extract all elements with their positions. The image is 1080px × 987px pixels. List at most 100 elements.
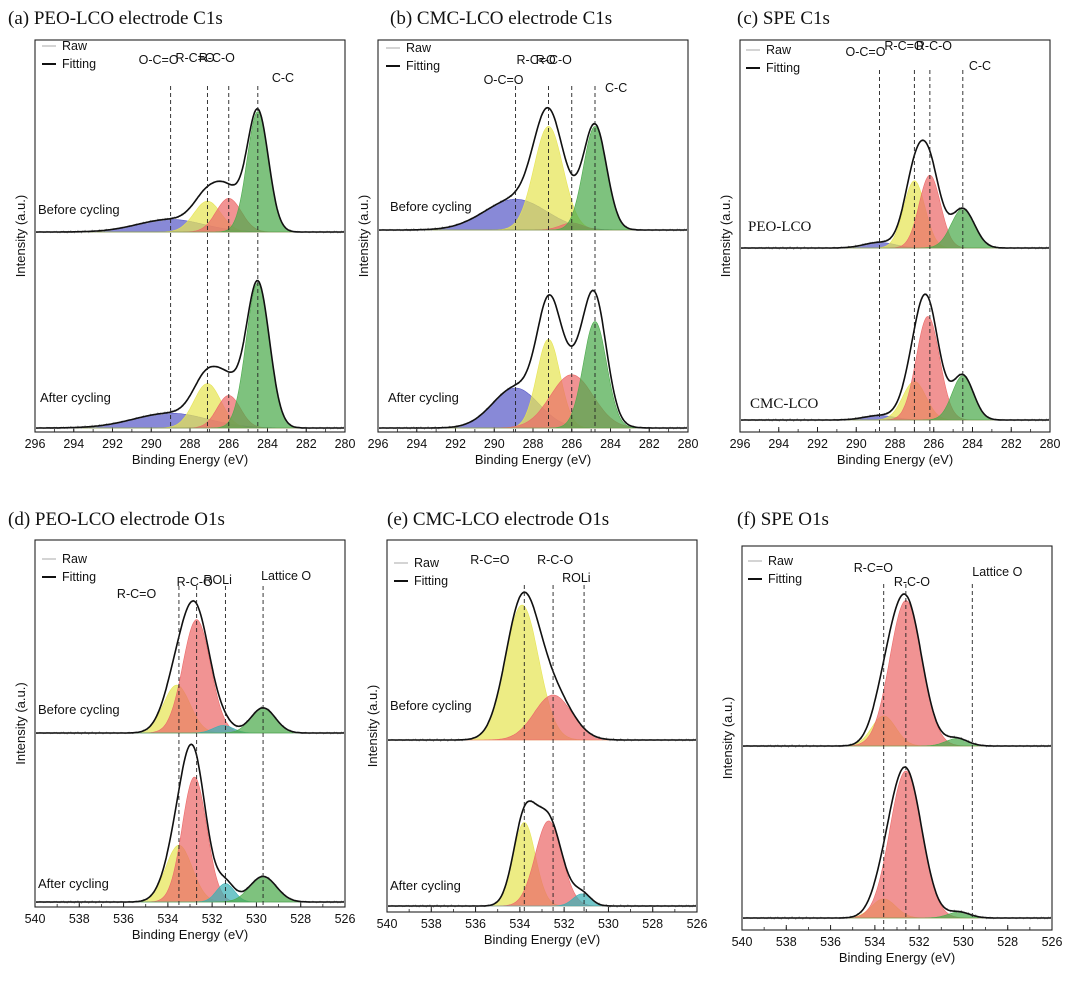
x-tick-label: 284	[600, 437, 621, 451]
legend-fitting-label: Fitting	[766, 61, 800, 75]
marker-label: R-C=O	[175, 51, 215, 65]
marker-label: C-C	[605, 81, 627, 95]
marker-label: R-C=O	[517, 53, 557, 67]
x-tick-label: 288	[885, 437, 906, 451]
x-tick-label: 540	[377, 917, 398, 931]
x-tick-label: 528	[642, 917, 663, 931]
x-tick-label: 530	[246, 912, 267, 926]
series-label: After cycling	[40, 390, 111, 405]
x-tick-label: 526	[687, 917, 708, 931]
x-tick-label: 538	[776, 935, 797, 949]
marker-label: O-C=O	[484, 73, 524, 87]
x-tick-label: 526	[1042, 935, 1063, 949]
x-tick-label: 294	[406, 437, 427, 451]
x-tick-label: 296	[730, 437, 751, 451]
x-tick-label: 532	[554, 917, 575, 931]
marker-label: O-C=O	[846, 45, 886, 59]
fitting-curve-s0	[36, 108, 344, 233]
x-tick-label: 280	[1040, 437, 1061, 451]
x-tick-label: 294	[63, 437, 84, 451]
x-tick-label: 528	[997, 935, 1018, 949]
fitting-curve-s0	[743, 593, 1051, 747]
legend-fitting-label: Fitting	[62, 570, 96, 584]
x-tick-label: 286	[218, 437, 239, 451]
x-tick-label: 536	[820, 935, 841, 949]
x-tick-label: 536	[465, 917, 486, 931]
y-axis-label: Intensity (a.u.)	[365, 685, 380, 767]
marker-label: R-C=O	[470, 553, 510, 567]
marker-label: O-C=O	[139, 53, 179, 67]
x-tick-label: 540	[25, 912, 46, 926]
plot-area	[388, 590, 696, 909]
x-tick-label: 528	[290, 912, 311, 926]
plot-area	[379, 106, 687, 430]
chart-panel-3: (d) PEO-LCO electrode O1s 540 538 536 534 532…	[8, 509, 355, 942]
x-tick-label: 288	[523, 437, 544, 451]
marker-label: R-C=O	[884, 39, 924, 53]
fitting-curve-s0	[388, 591, 696, 741]
peak-r-c-o-s0	[741, 180, 1049, 249]
x-tick-label: 286	[561, 437, 582, 451]
axes-frame	[377, 39, 689, 433]
marker-label: R-C-O	[894, 575, 930, 589]
x-tick-label: 530	[598, 917, 619, 931]
plot-area	[36, 107, 344, 430]
marker-label: R-C=O	[854, 561, 894, 575]
chart-panel-0: (a) PEO-LCO electrode C1s 296 294 292 290 288…	[8, 8, 355, 467]
series-label: Before cycling	[38, 702, 120, 717]
series-label: Before cycling	[390, 698, 472, 713]
y-axis-label: Intensity (a.u.)	[356, 195, 371, 277]
panel-title: (d) PEO-LCO electrode O1s	[8, 509, 225, 530]
legend-raw-label: Raw	[62, 552, 88, 566]
chart-panel-1: (b) CMC-LCO electrode C1s 296 294 292 290 288…	[356, 8, 698, 467]
x-tick-label: 294	[768, 437, 789, 451]
fitting-curve-s1	[743, 766, 1051, 919]
legend-raw-label: Raw	[406, 41, 432, 55]
fitting-curve-s0	[379, 106, 687, 231]
x-tick-label: 538	[69, 912, 90, 926]
x-axis-label: Binding Energy (eV)	[837, 452, 953, 467]
series-label: After cycling	[390, 878, 461, 893]
x-tick-label: 280	[678, 437, 699, 451]
x-tick-label: 290	[846, 437, 867, 451]
x-tick-label: 296	[368, 437, 389, 451]
fitting-curve-s1	[379, 289, 687, 429]
fitting-curve-s1	[36, 743, 344, 903]
x-tick-label: 284	[962, 437, 983, 451]
y-axis-label: Intensity (a.u.)	[718, 195, 733, 277]
x-tick-label: 526	[335, 912, 356, 926]
x-axis-label: Binding Energy (eV)	[839, 950, 955, 965]
legend-raw-label: Raw	[768, 554, 794, 568]
marker-label: R-C=O	[117, 587, 157, 601]
peak-r-c-o-s0	[743, 600, 1051, 747]
chart-panel-4: (e) CMC-LCO electrode O1s 540 538 536 534 532…	[365, 509, 707, 947]
y-axis-label: Intensity (a.u.)	[720, 697, 735, 779]
x-tick-label: 280	[335, 437, 356, 451]
fitting-curve-s1	[388, 800, 696, 907]
x-tick-label: 288	[180, 437, 201, 451]
marker-label: ROLi	[203, 573, 231, 587]
panel-title: (b) CMC-LCO electrode C1s	[390, 8, 612, 29]
peak-r-c-o-s1	[388, 820, 696, 907]
fitting-curve-s0	[36, 600, 344, 734]
marker-label: C-C	[272, 71, 294, 85]
legend-fitting-label: Fitting	[406, 59, 440, 73]
marker-label: R-C-O	[177, 575, 213, 589]
x-tick-label: 292	[102, 437, 123, 451]
marker-label: R-C-O	[199, 51, 235, 65]
legend-raw-label: Raw	[62, 39, 88, 53]
legend-raw-label: Raw	[766, 43, 792, 57]
panel-title: (e) CMC-LCO electrode O1s	[387, 509, 609, 530]
axes-frame	[34, 39, 346, 433]
marker-label: R-C-O	[536, 53, 572, 67]
raw-curve-s1	[36, 279, 344, 430]
marker-label: ROLi	[562, 571, 590, 585]
peak-c-c-s1	[36, 282, 344, 429]
x-tick-label: 532	[909, 935, 930, 949]
plot-area	[36, 599, 344, 905]
marker-label: R-C-O	[916, 39, 952, 53]
x-tick-label: 536	[113, 912, 134, 926]
plot-area	[743, 592, 1051, 921]
x-tick-label: 290	[141, 437, 162, 451]
